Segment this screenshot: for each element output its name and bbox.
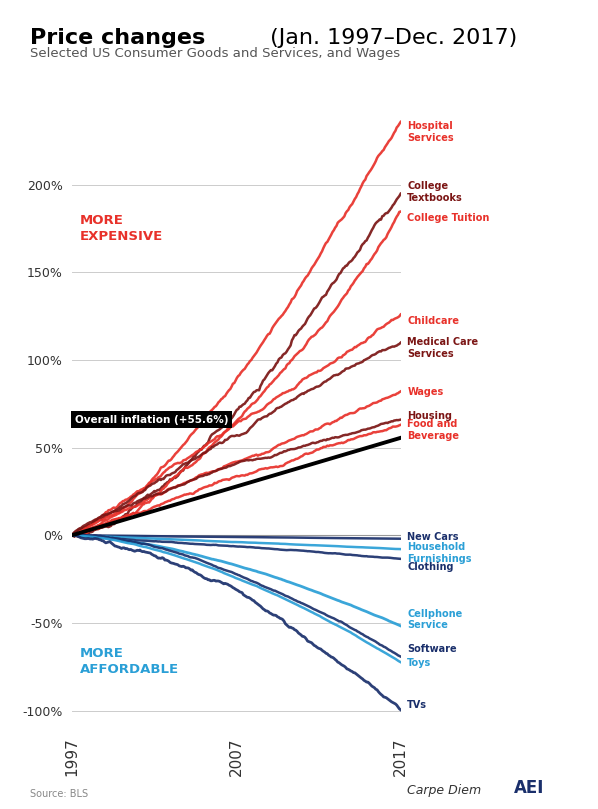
Text: Selected US Consumer Goods and Services, and Wages: Selected US Consumer Goods and Services,… [30, 47, 400, 60]
Text: College Tuition: College Tuition [407, 213, 490, 223]
Text: MORE
AFFORDABLE: MORE AFFORDABLE [80, 647, 179, 676]
Text: AEI: AEI [514, 779, 545, 797]
Text: Clothing: Clothing [407, 561, 454, 572]
Text: Price changes: Price changes [30, 28, 205, 49]
Text: Food and
Beverage: Food and Beverage [407, 419, 459, 441]
Text: MORE
EXPENSIVE: MORE EXPENSIVE [80, 214, 163, 243]
Text: College
Textbooks: College Textbooks [407, 181, 463, 202]
Text: Toys: Toys [407, 659, 432, 668]
Text: New Cars: New Cars [407, 532, 459, 542]
Text: TVs: TVs [407, 701, 427, 710]
Text: Wages: Wages [407, 387, 444, 396]
Text: Household
Furnishings: Household Furnishings [407, 542, 472, 564]
Text: Childcare: Childcare [407, 316, 459, 327]
Text: (Jan. 1997–Dec. 2017): (Jan. 1997–Dec. 2017) [263, 28, 517, 49]
Text: Hospital
Services: Hospital Services [407, 121, 454, 143]
Text: Source: BLS: Source: BLS [30, 790, 88, 799]
Text: Software: Software [407, 644, 457, 654]
Text: Carpe Diem: Carpe Diem [407, 784, 481, 797]
Text: Overall inflation (+55.6%): Overall inflation (+55.6%) [75, 414, 228, 425]
Text: Housing: Housing [407, 411, 452, 421]
Text: Medical Care
Services: Medical Care Services [407, 337, 478, 358]
Text: Cellphone
Service: Cellphone Service [407, 608, 462, 630]
